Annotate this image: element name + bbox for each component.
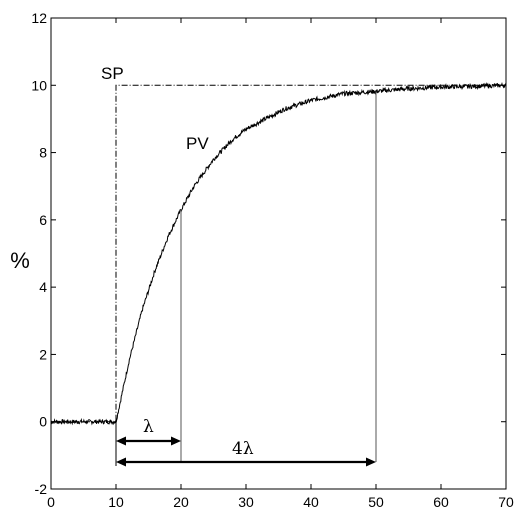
- x-tick-label: 0: [47, 494, 55, 510]
- pv-series-line: [50, 81, 507, 426]
- sp-series-line: [51, 84, 506, 423]
- y-tick-label: 0: [39, 414, 47, 430]
- y-tick-label: 4: [39, 279, 47, 295]
- sp-label: SP: [101, 64, 124, 83]
- x-tick-label: 20: [173, 494, 189, 510]
- pv-label: PV: [186, 134, 209, 153]
- four-lambda-arrow: [116, 457, 376, 467]
- x-tick-label: 10: [108, 494, 124, 510]
- y-tick-label: 10: [31, 77, 47, 93]
- annotations-layer: [115, 91, 377, 467]
- y-tick-label: 2: [39, 346, 47, 362]
- x-tick-labels: 0 10 20 30 40 50 60 70: [47, 494, 514, 510]
- lambda-label: λ: [143, 417, 154, 437]
- y-tick-label: -2: [35, 481, 48, 497]
- x-tick-label: 70: [498, 494, 514, 510]
- y-tick-label: 8: [39, 145, 47, 161]
- axis-ticks: [50, 17, 507, 490]
- four-lambda-label: 4λ: [232, 439, 254, 459]
- x-tick-label: 40: [303, 494, 319, 510]
- y-tick-label: 6: [39, 212, 47, 228]
- x-tick-label: 30: [238, 494, 254, 510]
- x-tick-label: 50: [368, 494, 384, 510]
- y-axis-label: %: [10, 248, 30, 273]
- y-tick-label: 12: [31, 10, 47, 26]
- lambda-arrow: [116, 436, 181, 446]
- x-tick-label: 60: [433, 494, 449, 510]
- series-layer: [50, 81, 507, 426]
- plot-frame: [50, 17, 507, 490]
- y-tick-labels: -2 0 2 4 6 8 10 12: [31, 10, 47, 497]
